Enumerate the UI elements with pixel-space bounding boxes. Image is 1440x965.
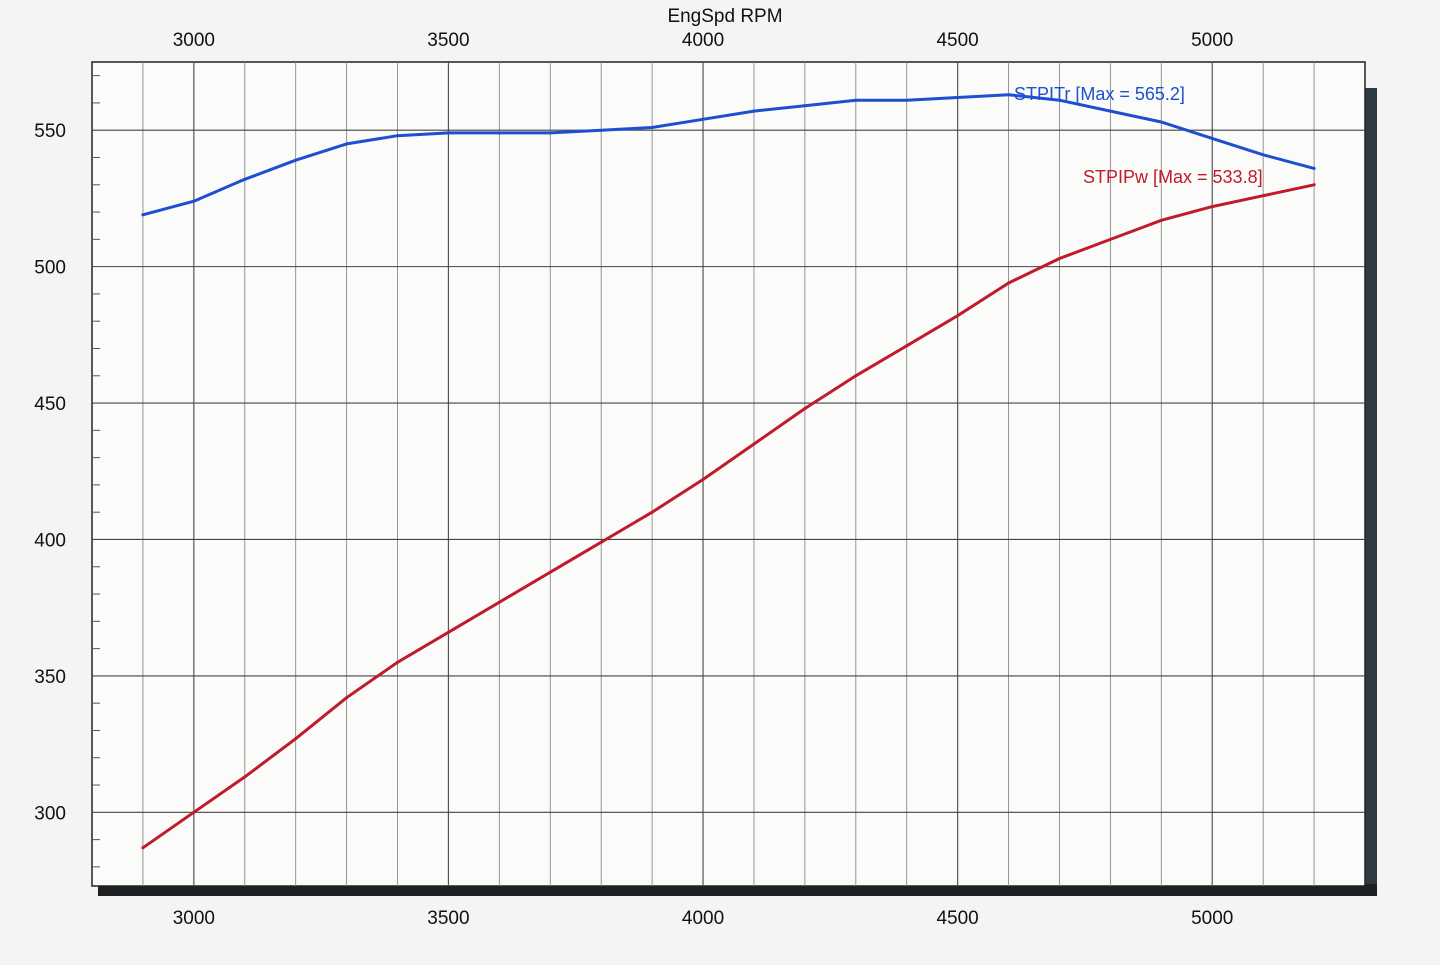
data-point [1159, 218, 1163, 222]
data-point [396, 660, 400, 664]
data-point [1159, 120, 1163, 124]
data-point [548, 570, 552, 574]
x-tick-label-top: 4500 [936, 30, 978, 51]
y-tick-label: 450 [34, 394, 66, 415]
y-tick-label: 350 [34, 667, 66, 688]
data-point [1210, 205, 1214, 209]
data-point [192, 199, 196, 203]
series-torque [141, 93, 1316, 217]
data-point [446, 131, 450, 135]
x-tick-labels-top: 3000 3500 4000 4500 5000 [173, 30, 1234, 51]
data-point [1108, 109, 1112, 113]
series-power [141, 183, 1316, 850]
data-point [905, 344, 909, 348]
data-point [1210, 136, 1214, 140]
data-point [1057, 98, 1061, 102]
data-point [294, 158, 298, 162]
x-tick-label-top: 5000 [1191, 30, 1233, 51]
data-point [956, 314, 960, 318]
data-point [854, 374, 858, 378]
y-tick-label: 550 [34, 121, 66, 142]
data-point [650, 510, 654, 514]
x-axis-title: EngSpd RPM [667, 6, 782, 27]
y-tick-label: 500 [34, 258, 66, 279]
x-tick-label-bottom: 3500 [427, 908, 469, 929]
data-point [701, 117, 705, 121]
plot-shadow-bottom [98, 884, 1377, 896]
data-point [345, 696, 349, 700]
data-point [1261, 153, 1265, 157]
data-point [752, 109, 756, 113]
data-point [1312, 166, 1316, 170]
data-point [701, 477, 705, 481]
x-tick-labels-bottom: 3000 3500 4000 4500 5000 [173, 908, 1234, 929]
data-point [1007, 281, 1011, 285]
data-point [1108, 237, 1112, 241]
data-point [294, 737, 298, 741]
data-point [345, 142, 349, 146]
data-point [243, 775, 247, 779]
data-point [1057, 256, 1061, 260]
data-point [599, 540, 603, 544]
y-minor-ticks [92, 75, 100, 868]
major-grid [92, 62, 1365, 886]
data-point [1261, 194, 1265, 198]
data-point [243, 177, 247, 181]
series-line-torque [141, 93, 1316, 217]
series-label-torque: STPITr [Max = 565.2] [1014, 84, 1185, 104]
data-point [803, 407, 807, 411]
data-point [497, 600, 501, 604]
data-point [396, 134, 400, 138]
data-point [650, 125, 654, 129]
x-tick-label-top: 3000 [173, 30, 215, 51]
data-point [141, 846, 145, 850]
data-point [956, 95, 960, 99]
x-tick-label-top: 3500 [427, 30, 469, 51]
plot-shadow-right [1365, 88, 1377, 896]
data-point [599, 128, 603, 132]
x-tick-label-bottom: 4500 [936, 908, 978, 929]
data-point [1312, 183, 1316, 187]
y-tick-label: 300 [34, 803, 66, 824]
x-tick-label-top: 4000 [682, 30, 724, 51]
data-point [141, 213, 145, 217]
data-point [446, 630, 450, 634]
y-tick-label: 400 [34, 530, 66, 551]
plot-area [91, 61, 1366, 887]
data-point [803, 104, 807, 108]
minor-grid [142, 62, 1315, 886]
data-point [1007, 93, 1011, 97]
data-point [752, 442, 756, 446]
series-label-power: STPIPw [Max = 533.8] [1083, 167, 1263, 187]
series-layer [141, 93, 1316, 850]
y-tick-labels: 300 350 400 450 500 550 [34, 121, 66, 824]
data-point [548, 131, 552, 135]
x-tick-label-bottom: 3000 [173, 908, 215, 929]
series-line-power [141, 183, 1316, 850]
data-point [497, 131, 501, 135]
x-tick-label-bottom: 5000 [1191, 908, 1233, 929]
data-point [854, 98, 858, 102]
data-point [905, 98, 909, 102]
data-point [192, 810, 196, 814]
x-tick-label-bottom: 4000 [682, 908, 724, 929]
